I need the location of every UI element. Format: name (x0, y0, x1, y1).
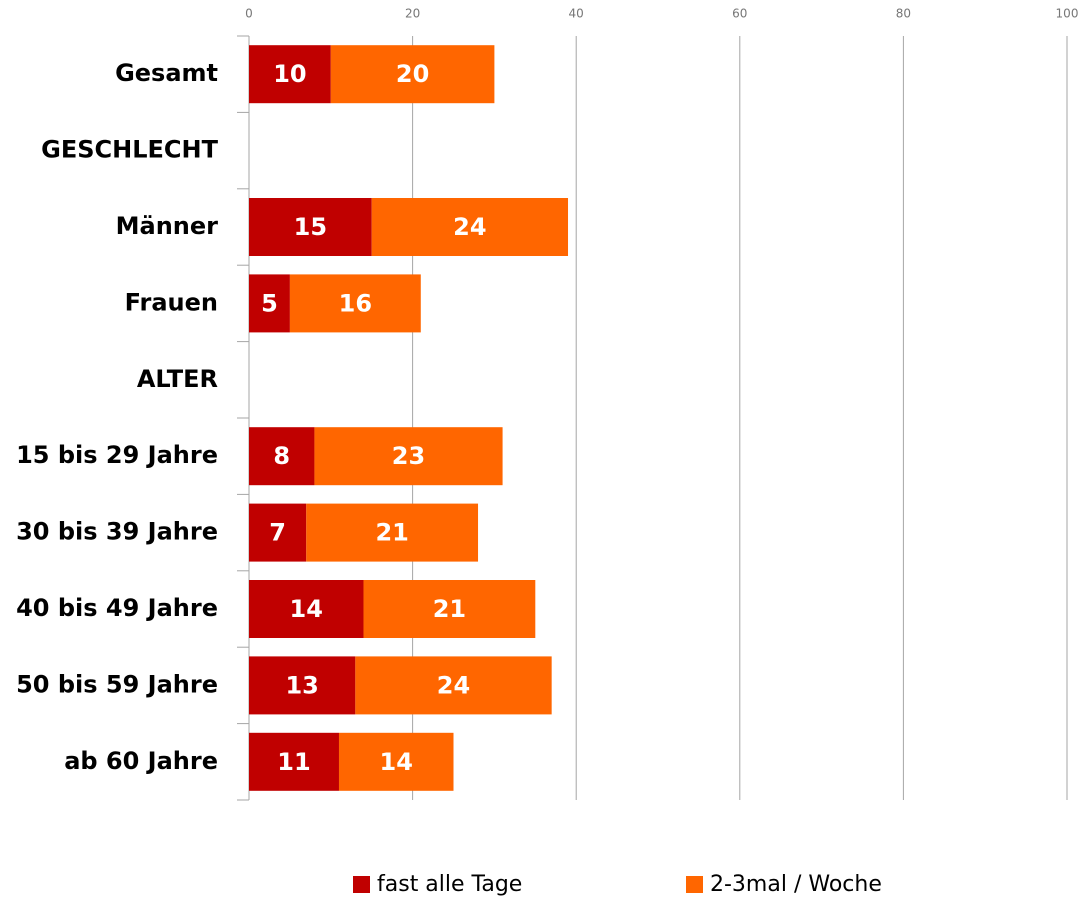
value-label: 15 (294, 213, 327, 241)
value-label: 21 (433, 595, 466, 623)
bar-segment (249, 503, 307, 562)
bar-segment (363, 580, 536, 638)
category-label: Gesamt (115, 59, 218, 87)
value-label: 11 (277, 748, 310, 776)
bar-segment (355, 656, 552, 715)
bar-segment (249, 427, 315, 486)
bar-segment (314, 427, 503, 486)
category-label: Frauen (125, 288, 218, 316)
x-tick-label: 60 (732, 7, 747, 21)
value-label: 14 (380, 748, 413, 776)
bar-segment (289, 274, 421, 333)
category-label: ALTER (137, 365, 218, 393)
bar-segment (330, 45, 495, 104)
bar-segment (249, 580, 364, 638)
x-tick-label: 20 (405, 7, 420, 21)
category-label: 50 bis 59 Jahre (16, 670, 218, 698)
bar-segment (249, 732, 339, 791)
value-label: 16 (339, 289, 372, 317)
x-tick-label: 0 (245, 7, 253, 21)
value-label: 24 (453, 213, 486, 241)
legend-swatch (686, 876, 703, 893)
value-label: 14 (290, 595, 323, 623)
value-label: 8 (273, 442, 290, 470)
category-label: GESCHLECHT (41, 136, 218, 164)
bar-segment (249, 656, 356, 715)
value-label: 13 (285, 671, 318, 699)
x-tick-label: 80 (896, 7, 911, 21)
bar-segment (306, 503, 479, 562)
category-label: ab 60 Jahre (64, 747, 218, 775)
category-label: Männer (116, 212, 219, 240)
bar-segment (249, 45, 331, 104)
x-tick-label: 40 (569, 7, 584, 21)
bar-segment (249, 198, 372, 256)
category-label: 30 bis 39 Jahre (16, 518, 218, 546)
legend-swatch (353, 876, 370, 893)
value-label: 10 (273, 60, 306, 88)
bar-segment (371, 198, 569, 256)
value-label: 7 (269, 519, 286, 547)
value-label: 23 (392, 442, 425, 470)
category-label: 15 bis 29 Jahre (16, 441, 218, 469)
value-label: 20 (396, 60, 429, 88)
legend-label: fast alle Tage (377, 872, 522, 897)
value-label: 5 (261, 289, 278, 317)
value-label: 24 (437, 671, 470, 699)
bar-segment (338, 732, 454, 791)
category-label: 40 bis 49 Jahre (16, 594, 218, 622)
bar-segment (249, 274, 290, 333)
x-tick-label: 100 (1056, 7, 1079, 21)
value-label: 21 (375, 519, 408, 547)
legend-label: 2-3mal / Woche (710, 872, 882, 897)
